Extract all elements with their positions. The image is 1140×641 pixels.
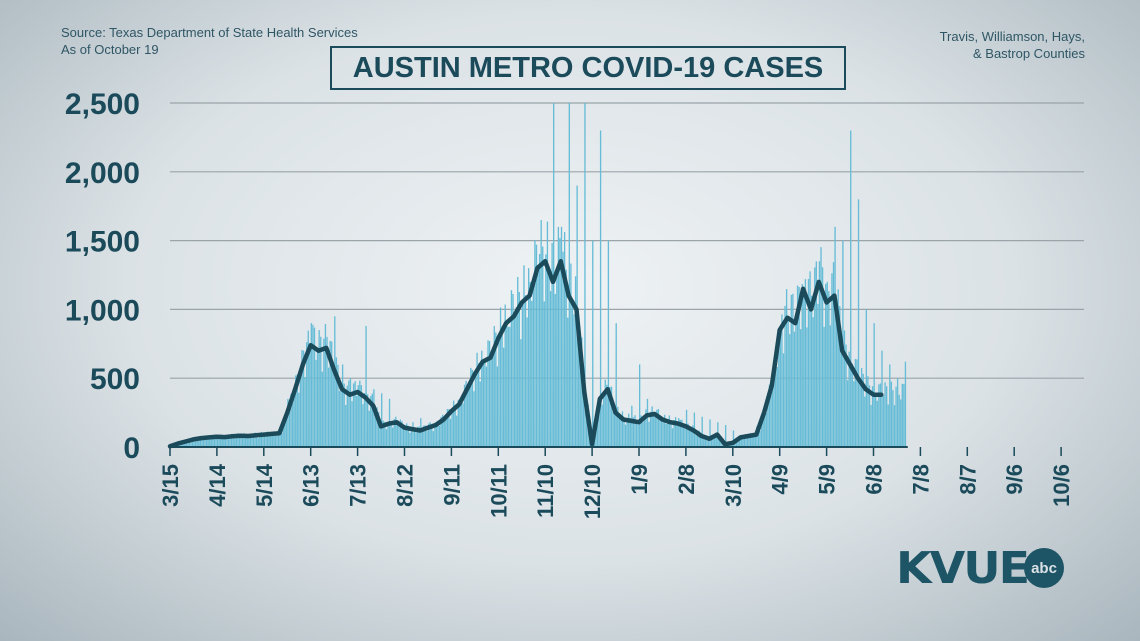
x-tick-label: 4/9 <box>768 464 793 495</box>
x-tick-label: 8/12 <box>393 464 418 507</box>
y-tick-label: 2,000 <box>65 157 140 190</box>
x-tick-label: 1/9 <box>627 464 652 495</box>
x-tick-label: 11/10 <box>533 464 558 518</box>
seven-day-average-line <box>167 258 884 449</box>
x-tick-label: 9/11 <box>439 464 464 506</box>
x-tick-label: 7/8 <box>908 464 933 495</box>
x-tick-label: 10/11 <box>486 464 511 518</box>
counties-note: Travis, Williamson, Hays, & Bastrop Coun… <box>940 28 1085 62</box>
chart-title: AUSTIN METRO COVID-19 CASES <box>352 51 824 84</box>
x-tick-label: 10/6 <box>1049 464 1074 507</box>
counties-line-1: Travis, Williamson, Hays, <box>939 29 1085 44</box>
x-tick-label: 8/7 <box>955 464 980 495</box>
kvue-logo-text: KVUE <box>896 542 1030 594</box>
chart-title-box: AUSTIN METRO COVID-19 CASES <box>330 46 846 90</box>
daily-cases-bars <box>170 103 907 447</box>
y-tick-label: 1,000 <box>65 294 140 327</box>
x-tick-label: 3/10 <box>721 464 746 507</box>
y-tick-label: 2,500 <box>65 88 140 121</box>
x-tick-label: 4/14 <box>205 463 230 507</box>
abc-logo-icon: abc <box>1024 548 1065 588</box>
y-tick-label: 1,500 <box>65 226 140 259</box>
kvue-abc-logo: KVUE abc <box>896 541 1065 595</box>
x-tick-label: 6/8 <box>862 464 887 495</box>
x-tick-label: 3/15 <box>158 464 183 507</box>
counties-line-2: & Bastrop Counties <box>972 46 1085 61</box>
source-note: Source: Texas Department of State Health… <box>61 24 358 58</box>
as-of-line: As of October 19 <box>61 42 159 57</box>
y-tick-label: 500 <box>90 363 140 396</box>
x-tick-label: 5/14 <box>252 463 277 507</box>
source-line: Source: Texas Department of State Health… <box>61 25 358 40</box>
x-tick-label: 6/13 <box>299 464 324 507</box>
x-tick-label: 7/13 <box>346 464 371 507</box>
x-tick-label: 9/6 <box>1002 464 1027 495</box>
x-tick-label: 12/10 <box>580 464 605 519</box>
y-tick-label: 0 <box>123 432 140 465</box>
x-tick-label: 5/9 <box>815 464 840 495</box>
x-tick-label: 2/8 <box>674 464 699 495</box>
